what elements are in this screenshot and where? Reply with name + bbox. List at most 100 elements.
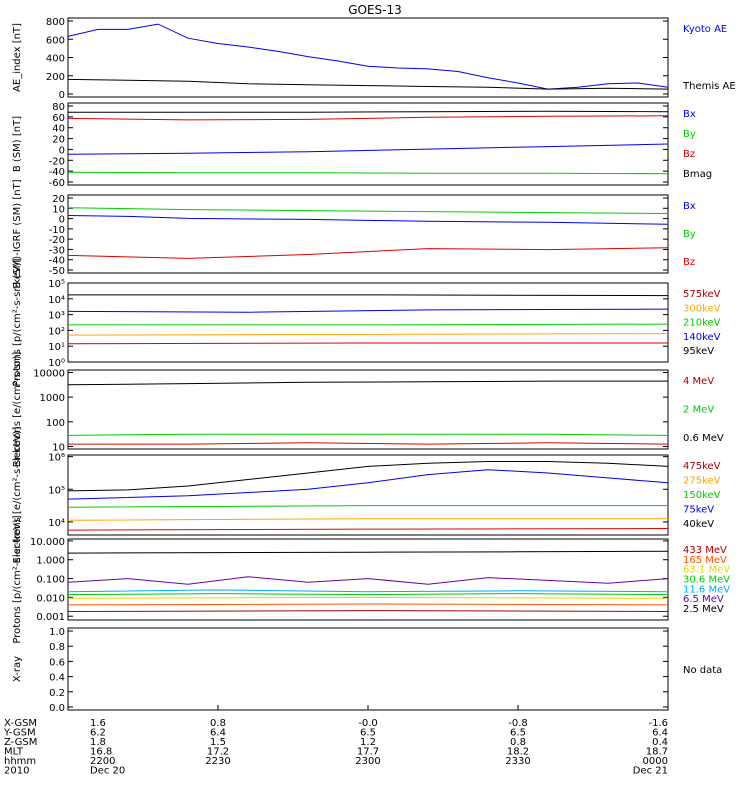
y-tick-label: -40 [49,256,65,267]
legend-entry: 63.1 MeV [683,565,730,576]
y-tick-label: -20 [49,156,65,167]
y-tick-label: 10000 [33,368,65,379]
y-tick-label: 10¹ [48,342,65,353]
y-tick-label: 0.4 [49,673,65,684]
series-line-1 [67,207,669,214]
x-row-value: Dec 20 [90,766,125,777]
series-line-5 [67,596,669,599]
panel-frame [67,454,669,536]
series-line-1 [68,294,669,297]
legend-entry: 40keV [683,519,714,530]
y-tick-label: 0.6 [49,657,65,668]
x-row-value: 6.2 [90,728,106,739]
x-row-value: 6.5 [510,728,526,739]
legend-entry: 11.6 MeV [683,584,730,595]
x-row-value: -0.0 [358,718,378,729]
y-tick-label: -10 [49,225,65,236]
x-row-value: 6.5 [360,728,376,739]
y-axis-label: Electrons [e/(cm²-s-sr-keV)] [12,426,23,563]
y-tick-label: 10⁰ [48,358,65,369]
series-line-2 [67,469,669,500]
y-tick-label: 10 [52,204,65,215]
series-line-5 [67,528,669,531]
x-row-value: 17.7 [357,747,379,758]
x-row-value: Dec 21 [633,766,668,777]
y-tick-label: 10⁵ [48,485,65,496]
legend-entry: 300keV [683,303,721,314]
x-row-value: -1.6 [648,718,668,729]
series-line-1 [67,380,668,386]
x-row-value: 6.4 [652,728,668,739]
series-line-2 [67,115,669,121]
panel-1: 800 600 400 200 0 AE_index [nT] Kyoto AE Themis… [12,17,736,101]
legend-entry: 140keV [683,332,721,343]
x-row-value: 1.8 [90,737,106,748]
plot-title: GOES-13 [348,3,402,17]
y-tick-label: 1.0 [49,627,65,638]
panel-frame [67,369,669,450]
y-axis-label: X-ray [12,656,23,682]
y-tick-label: 10⁵ [48,279,65,290]
legend-entry: 475keV [683,461,721,472]
legend-entry: 95keV [683,346,714,357]
x-row-value: 1.5 [210,737,226,748]
legend-entry: Bx [683,201,696,212]
series-line-2 [67,576,669,585]
legend-entry: Bmag [683,169,712,180]
series-line-3 [67,505,668,508]
series-line-1 [67,550,669,554]
panel-8: 1.0 0.8 0.6 0.4 0.2 0.0 X-ray No data [12,627,722,714]
series-line-7 [67,610,669,612]
x-row-value: 1.2 [360,737,376,748]
legend-entry: Bz [683,149,695,160]
series-line-4 [67,593,669,596]
legend-entry: Kyoto AE [683,24,727,35]
series-line-2 [67,433,669,436]
x-row-value: 6.4 [210,728,226,739]
panel-frame [67,538,669,621]
legend-entry: 165 MeV [683,555,727,566]
y-tick-label: 10.000 [30,537,65,548]
x-row-value: 18.7 [646,747,668,758]
y-tick-label: 10³ [48,311,65,322]
legend-entry: By [683,229,696,240]
panel-7: 10.000 1.000 0.100 0.010 0.001 Protons [p/(cm… [12,515,730,643]
y-tick-label: 400 [46,54,65,65]
legend-entry: 433 MeV [683,545,727,556]
x-row-value: 16.8 [90,747,112,758]
series-line-3 [67,247,669,259]
x-row-value: 0000 [643,756,668,767]
legend-entry: No data [683,665,722,676]
legend-entry: 2 MeV [683,405,714,416]
series-line-3 [67,589,669,593]
y-tick-label: 10⁴ [48,295,65,306]
y-tick-label: -20 [49,235,65,246]
legend-entry: By [683,129,696,140]
y-tick-label: -50 [49,266,65,277]
x-row-value: 1.6 [90,718,106,729]
y-tick-label: 1000 [40,393,65,404]
y-axis-label: AE_index [nT] [12,23,23,92]
x-row-value: 0.8 [210,718,226,729]
y-tick-label: 0 [59,145,65,156]
x-row-value: 2300 [355,756,380,767]
y-tick-label: 0 [59,90,65,101]
x-row-value: 0.4 [652,737,668,748]
series-line-3 [68,323,669,326]
y-axis-label: Protons [p/(cm²-s-sr-keV)] [12,258,23,386]
y-tick-label: 600 [46,35,65,46]
panel-4: 10⁵ 10⁴ 10³ 10² 10¹ 10⁰ Protons [p/(cm²-s-sr-k… [12,258,721,386]
legend-entry: 150keV [683,490,721,501]
panel-frame [67,282,669,363]
y-tick-label: 0.2 [49,688,65,699]
y-tick-label: 200 [46,72,65,83]
x-row-value: 0.8 [510,737,526,748]
y-tick-label: -40 [49,167,65,178]
x-row-value: 2200 [90,756,115,767]
y-tick-label: -60 [49,178,65,189]
y-tick-label: 0.001 [36,612,65,623]
x-row-value: -0.8 [508,718,528,729]
x-row-value: 17.2 [207,747,229,758]
